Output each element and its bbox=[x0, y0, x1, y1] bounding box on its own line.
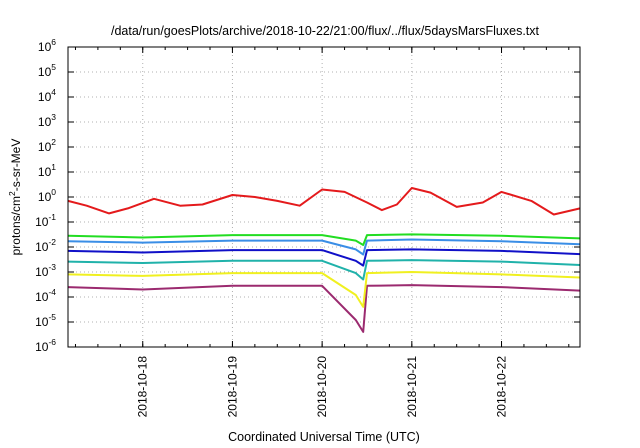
y-tick-label: 105 bbox=[38, 62, 56, 79]
series-line-5 bbox=[67, 259, 581, 281]
series-layer bbox=[67, 187, 581, 333]
y-tick-label: 10-4 bbox=[35, 287, 56, 304]
y-tick-label: 10-1 bbox=[35, 212, 56, 229]
series-line-7 bbox=[67, 284, 581, 333]
y-tick-label: 104 bbox=[38, 87, 56, 104]
y-tick-label: 10-3 bbox=[35, 262, 56, 279]
y-tick-label: 10-6 bbox=[35, 337, 56, 354]
grid-lines bbox=[68, 47, 580, 347]
y-tick-label: 106 bbox=[38, 37, 56, 54]
y-tick-label: 102 bbox=[38, 137, 56, 154]
series-line-2 bbox=[67, 233, 581, 246]
chart-title: /data/run/goesPlots/archive/2018-10-22/2… bbox=[111, 24, 540, 38]
y-axis-ticks: 10-6 10-5 10-4 10-3 10-2 10-1 100 101 102 103 104 1… bbox=[35, 37, 580, 354]
y-tick-label: 10-2 bbox=[35, 237, 56, 254]
x-tick-label: 2018-10-18 bbox=[136, 356, 150, 418]
x-tick-label: 2018-10-21 bbox=[405, 356, 419, 418]
y-axis-label: protons/cm2-s-sr-MeV bbox=[7, 139, 23, 256]
y-tick-label: 103 bbox=[38, 112, 56, 129]
x-axis-ticks: 2018-10-18 2018-10-19 2018-10-20 2018-10-21… bbox=[74, 47, 570, 418]
x-tick-label: 2018-10-22 bbox=[495, 356, 509, 418]
y-tick-label: 100 bbox=[38, 187, 56, 204]
series-line-6 bbox=[67, 271, 581, 308]
x-tick-label: 2018-10-19 bbox=[225, 356, 239, 418]
x-axis-label: Coordinated Universal Time (UTC) bbox=[228, 430, 420, 444]
y-tick-label: 10-5 bbox=[35, 312, 56, 329]
y-tick-label: 101 bbox=[38, 162, 56, 179]
series-line-4 bbox=[67, 248, 581, 267]
series-line-3 bbox=[67, 238, 581, 256]
series-line-1 bbox=[67, 187, 581, 216]
x-tick-label: 2018-10-20 bbox=[315, 356, 329, 418]
